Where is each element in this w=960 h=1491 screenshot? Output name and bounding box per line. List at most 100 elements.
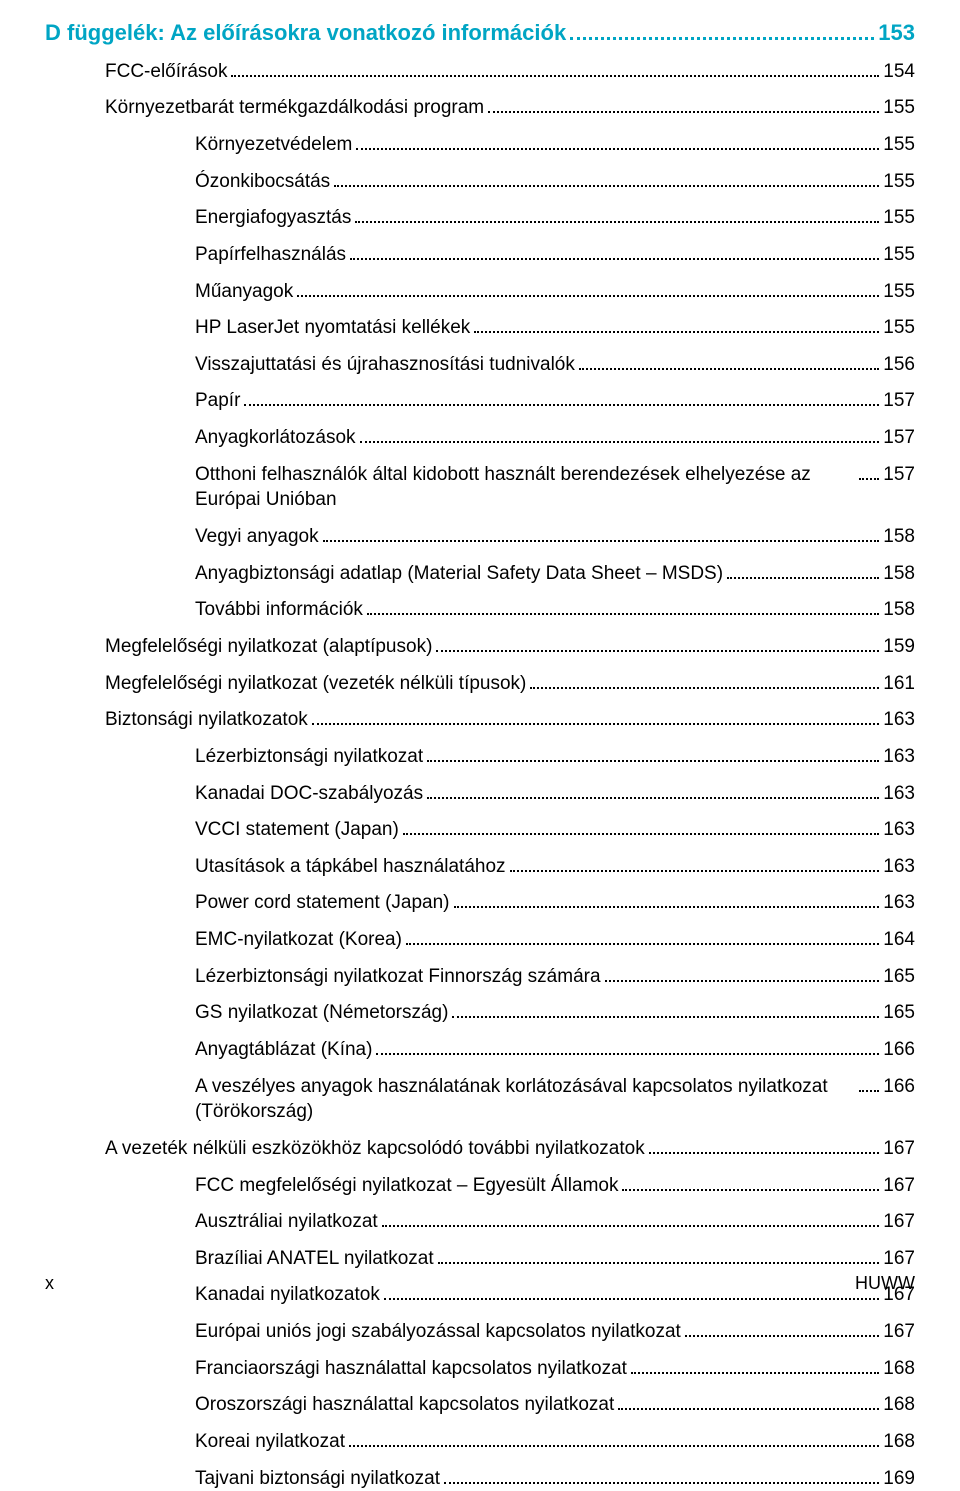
toc-entry-page: 157: [883, 464, 915, 486]
toc-entry-page: 161: [883, 673, 915, 695]
toc-entry-label: Anyagtáblázat (Kína): [195, 1037, 372, 1063]
toc-entry-label: Koreai nyilatkozat: [195, 1429, 345, 1455]
toc-leader: [452, 997, 879, 1018]
toc-entry-label: A vezeték nélküli eszközökhöz kapcsolódó…: [105, 1136, 645, 1162]
toc-entry-page: 155: [883, 97, 915, 119]
toc-entry-label: Biztonsági nyilatkozatok: [105, 707, 308, 733]
toc-entry-label: Környezetvédelem: [195, 132, 352, 158]
toc-entry[interactable]: HP LaserJet nyomtatási kellékek155: [45, 312, 915, 341]
toc-entry-page: 155: [883, 207, 915, 229]
toc-entry-page: 153: [878, 20, 915, 46]
toc-leader: [579, 349, 879, 370]
toc-entry[interactable]: Vegyi anyagok158: [45, 521, 915, 550]
toc-leader: [297, 276, 879, 297]
toc-entry[interactable]: Power cord statement (Japan) 163: [45, 887, 915, 916]
toc-entry-label: EMC-nyilatkozat (Korea): [195, 927, 402, 953]
toc-entry-label: Oroszországi használattal kapcsolatos ny…: [195, 1392, 614, 1418]
toc-entry[interactable]: Franciaországi használattal kapcsolatos …: [45, 1353, 915, 1382]
toc-entry[interactable]: Papírfelhasználás155: [45, 239, 915, 268]
toc-entry[interactable]: EMC-nyilatkozat (Korea)164: [45, 924, 915, 953]
toc-entry[interactable]: Európai uniós jogi szabályozással kapcso…: [45, 1316, 915, 1345]
toc-entry-label: Európai uniós jogi szabályozással kapcso…: [195, 1319, 681, 1345]
toc-entry-page: 155: [883, 244, 915, 266]
toc-entry[interactable]: Környezetvédelem 155: [45, 129, 915, 158]
toc-entry[interactable]: További információk 158: [45, 594, 915, 623]
toc-entry[interactable]: Papír157: [45, 385, 915, 414]
toc-leader: [859, 459, 879, 480]
toc-entry-page: 157: [883, 390, 915, 412]
toc-entry-label: Otthoni felhasználók által kidobott hasz…: [195, 462, 855, 513]
toc-leader: [488, 92, 879, 113]
toc-leader: [530, 668, 879, 689]
toc-entry[interactable]: Otthoni felhasználók által kidobott hasz…: [45, 459, 915, 513]
toc-entry[interactable]: FCC megfelelőségi nyilatkozat – Egyesült…: [45, 1170, 915, 1199]
toc-entry[interactable]: Megfelelőségi nyilatkozat (alaptípusok) 1…: [45, 631, 915, 660]
toc-entry-label: Ózonkibocsátás: [195, 169, 330, 195]
toc-entry[interactable]: VCCI statement (Japan) 163: [45, 814, 915, 843]
toc-entry[interactable]: Anyagbiztonsági adatlap (Material Safety…: [45, 558, 915, 587]
toc-entry[interactable]: Koreai nyilatkozat168: [45, 1426, 915, 1455]
toc-entry-label: További információk: [195, 597, 363, 623]
toc-entry[interactable]: Megfelelőségi nyilatkozat (vezeték nélkü…: [45, 668, 915, 697]
toc-entry-label: Megfelelőségi nyilatkozat (alaptípusok): [105, 634, 432, 660]
toc-entry[interactable]: Anyagtáblázat (Kína)166: [45, 1034, 915, 1063]
toc-entry[interactable]: Tajvani biztonsági nyilatkozat169: [45, 1463, 915, 1491]
toc-entry-page: 155: [883, 134, 915, 156]
toc-entry[interactable]: Lézerbiztonsági nyilatkozat163: [45, 741, 915, 770]
toc-entry[interactable]: Kanadai DOC-szabályozás 163: [45, 778, 915, 807]
toc-leader: [649, 1133, 880, 1154]
toc-leader: [427, 778, 879, 799]
toc-entry-label: Lézerbiztonsági nyilatkozat Finnország s…: [195, 964, 601, 990]
toc-entry[interactable]: Anyagkorlátozások157: [45, 422, 915, 451]
toc-leader: [570, 18, 874, 40]
toc-entry-page: 159: [883, 636, 915, 658]
toc-entry[interactable]: A vezeték nélküli eszközökhöz kapcsolódó…: [45, 1133, 915, 1162]
toc-entry[interactable]: Környezetbarát termékgazdálkodási progra…: [45, 92, 915, 121]
toc-leader: [436, 631, 879, 652]
toc-entry[interactable]: Biztonsági nyilatkozatok163: [45, 704, 915, 733]
toc-leader: [360, 422, 880, 443]
toc-entry[interactable]: Lézerbiztonsági nyilatkozat Finnország s…: [45, 961, 915, 990]
toc-entry[interactable]: Brazíliai ANATEL nyilatkozat167: [45, 1243, 915, 1272]
toc-entry[interactable]: Ausztráliai nyilatkozat167: [45, 1206, 915, 1235]
toc-entry-label: Kanadai DOC-szabályozás: [195, 781, 423, 807]
toc-entry-label: VCCI statement (Japan): [195, 817, 399, 843]
toc-leader: [631, 1353, 879, 1374]
toc-entry[interactable]: GS nyilatkozat (Németország)165: [45, 997, 915, 1026]
toc-leader: [231, 56, 879, 77]
toc-leader: [454, 887, 880, 908]
toc-entry-label: Megfelelőségi nyilatkozat (vezeték nélkü…: [105, 671, 526, 697]
toc-entry-page: 158: [883, 599, 915, 621]
toc-entry[interactable]: FCC-előírások154: [45, 56, 915, 85]
toc-entry-page: 167: [883, 1321, 915, 1343]
toc-entry-page: 165: [883, 966, 915, 988]
toc-entry-page: 168: [883, 1394, 915, 1416]
toc-entry-page: 163: [883, 892, 915, 914]
toc-entry[interactable]: Műanyagok155: [45, 276, 915, 305]
toc-entry[interactable]: Energiafogyasztás155: [45, 202, 915, 231]
toc-heading-entry[interactable]: D függelék: Az előírásokra vonatkozó inf…: [45, 18, 915, 48]
toc-entry[interactable]: Visszajuttatási és újrahasznosítási tudn…: [45, 349, 915, 378]
toc-entry-label: FCC-előírások: [105, 59, 227, 85]
toc-entry-page: 167: [883, 1175, 915, 1197]
toc-leader: [349, 1426, 879, 1447]
toc-entry[interactable]: Ózonkibocsátás155: [45, 166, 915, 195]
toc-entry-label: HP LaserJet nyomtatási kellékek: [195, 315, 470, 341]
page-footer: x HUWW: [45, 1273, 915, 1294]
toc-entry-label: Power cord statement (Japan): [195, 890, 450, 916]
toc-leader: [376, 1034, 879, 1055]
toc-leader: [474, 312, 879, 333]
toc-entry[interactable]: A veszélyes anyagok használatának korlát…: [45, 1071, 915, 1125]
toc-leader: [382, 1206, 880, 1227]
toc-entry-page: 167: [883, 1211, 915, 1233]
toc-entry-page: 163: [883, 819, 915, 841]
toc-entry-page: 163: [883, 783, 915, 805]
toc-leader: [367, 594, 879, 615]
toc-entry[interactable]: Utasítások a tápkábel használatához163: [45, 851, 915, 880]
toc-entry-label: Utasítások a tápkábel használatához: [195, 854, 506, 880]
footer-right: HUWW: [855, 1273, 915, 1294]
toc-leader: [427, 741, 879, 762]
toc-leader: [356, 129, 879, 150]
toc-entry[interactable]: Oroszországi használattal kapcsolatos ny…: [45, 1389, 915, 1418]
toc-entry-label: Tajvani biztonsági nyilatkozat: [195, 1466, 440, 1491]
